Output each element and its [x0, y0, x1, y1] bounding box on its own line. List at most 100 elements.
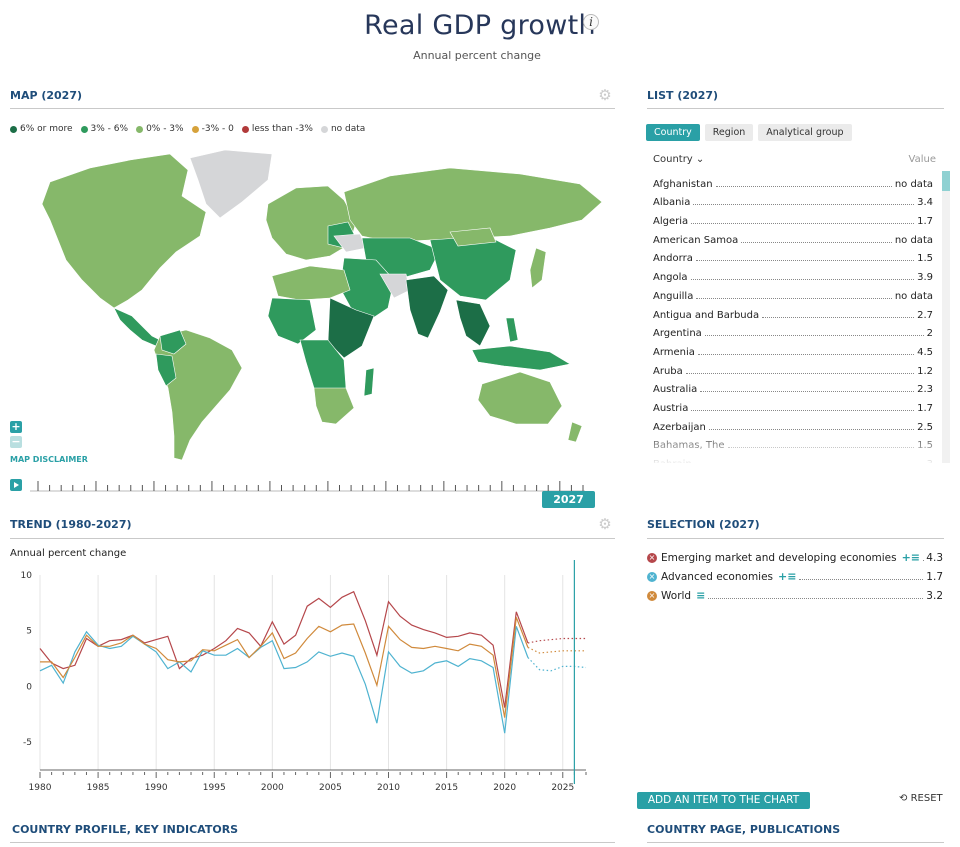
list-item-name: Aruba [653, 365, 683, 377]
list-item-leader [741, 241, 892, 243]
list-item-value: 1.5 [917, 253, 933, 265]
list-item-name: Azerbaijan [653, 421, 706, 433]
selection-item-menu-icon[interactable]: ≡ [696, 589, 706, 602]
list-item[interactable]: Angola 3.9 [653, 264, 933, 283]
play-icon[interactable] [10, 479, 22, 491]
list-item-name: Angola [653, 272, 688, 284]
list-item-leader [693, 204, 915, 206]
tab-region[interactable]: Region [704, 124, 754, 141]
list-scrollbar[interactable] [942, 171, 950, 463]
legend-item[interactable]: 0% - 3% [136, 124, 184, 134]
selection-item-value: 1.7 [926, 570, 943, 583]
chart-x-tick-label: 1995 [203, 783, 226, 793]
list-item[interactable]: Anguilla no data [653, 283, 933, 302]
map-settings-gear-icon[interactable]: ⚙ [598, 86, 612, 104]
map-region-southern-africa [313, 387, 355, 425]
list-item-name: Anguilla [653, 290, 694, 302]
selected-year-badge[interactable]: 2027 [542, 491, 595, 508]
remove-selection-icon[interactable]: × [647, 571, 657, 582]
world-map[interactable] [10, 140, 610, 470]
legend-swatch [241, 125, 249, 133]
chart-y-tick-label: 10 [21, 571, 33, 581]
add-item-button[interactable]: ADD AN ITEM TO THE CHART [637, 792, 810, 809]
list-item[interactable]: Austria 1.7 [653, 395, 933, 414]
selection-item-menu-icon[interactable]: +≡ [778, 570, 797, 583]
chart-series-projection [527, 657, 587, 672]
list-item[interactable]: Australia 2.3 [653, 377, 933, 396]
list-item[interactable]: Armenia 4.5 [653, 339, 933, 358]
map-region-peru [155, 353, 177, 387]
chart-series-projection [527, 637, 586, 644]
map-region-india [405, 275, 449, 339]
chart-x-tick-label: 1985 [87, 783, 110, 793]
map-disclaimer-link[interactable]: MAP DISCLAIMER [10, 455, 88, 464]
selection-divider [647, 538, 944, 539]
list-item-leader [697, 353, 915, 355]
chart-x-tick-label: 2020 [493, 783, 516, 793]
list-item-leader [696, 297, 892, 299]
list-item-value: 1.7 [917, 402, 933, 414]
list-item-leader [704, 335, 924, 337]
map-region-australia [477, 371, 563, 425]
info-icon[interactable]: i [583, 14, 599, 30]
country-column-label: Country [653, 154, 693, 165]
list-item[interactable]: Argentina 2 [653, 321, 933, 340]
map-zoom-out-button[interactable]: − [10, 435, 22, 448]
list-item[interactable]: Aruba 1.2 [653, 358, 933, 377]
list-item-value: 2.3 [917, 384, 933, 396]
list-item-name: Argentina [653, 328, 702, 340]
selection-item-menu-icon[interactable]: +≡ [901, 551, 921, 564]
year-slider-track[interactable] [30, 478, 590, 496]
map-zoom-in-button[interactable]: + [10, 420, 22, 433]
list-item-value: 2 [926, 328, 933, 340]
remove-selection-icon[interactable]: × [647, 590, 657, 601]
chart-y-axis-label: Annual percent change [10, 548, 127, 559]
list-item-leader [700, 391, 915, 393]
map-region-philippines [505, 317, 519, 343]
list-item[interactable]: Afghanistan no data [653, 171, 933, 190]
chart-x-tick-label: 2005 [319, 783, 342, 793]
list-item-value: 3.9 [917, 272, 933, 284]
chart-series-line [40, 617, 529, 718]
list-item-value: no data [894, 290, 933, 302]
legend-swatch [191, 125, 199, 133]
reset-button[interactable]: ⟲ RESET [899, 793, 943, 804]
legend-item[interactable]: 6% or more [10, 124, 73, 134]
year-slider[interactable] [10, 478, 590, 498]
legend-item[interactable]: no data [320, 124, 365, 134]
list-item-value: 1.2 [917, 365, 933, 377]
list-item[interactable]: Algeria 1.7 [653, 208, 933, 227]
list-item-leader [708, 428, 915, 430]
chart-series-projection [527, 646, 586, 654]
chart-x-tick-label: 2025 [551, 783, 574, 793]
list-scrollbar-thumb[interactable] [942, 171, 950, 191]
country-sort-button[interactable]: Country ⌄ [653, 154, 704, 165]
list-item[interactable]: Antigua and Barbuda 2.7 [653, 302, 933, 321]
list-divider [647, 108, 944, 109]
list-item[interactable]: Andorra 1.5 [653, 246, 933, 265]
list-header: Country ⌄ Value [653, 154, 936, 165]
legend-item[interactable]: -3% - 0 [191, 124, 234, 134]
legend-item[interactable]: less than -3% [241, 124, 313, 134]
map-region-north-america [41, 153, 207, 309]
tab-country[interactable]: Country [646, 124, 700, 141]
chart-y-tick-label: 5 [26, 627, 32, 637]
country-list[interactable]: Afghanistan no data Albania 3.4 Algeria 1.7 Am… [653, 171, 933, 463]
list-item[interactable]: Azerbaijan 2.5 [653, 414, 933, 433]
list-item-name: Australia [653, 384, 698, 396]
trend-chart[interactable]: 10 5 0 -5 1980 1985 1990 1995 2000 2005 2010 2015 20… [0, 560, 600, 800]
country-page-link[interactable]: COUNTRY PAGE, PUBLICATIONS [647, 823, 841, 836]
page-title: Real GDP growth [364, 10, 596, 41]
remove-selection-icon[interactable]: × [647, 552, 657, 563]
legend-item[interactable]: 3% - 6% [80, 124, 128, 134]
map-region-mongolia [449, 227, 497, 247]
list-item[interactable]: Albania 3.4 [653, 190, 933, 208]
country-profile-link[interactable]: COUNTRY PROFILE, KEY INDICATORS [12, 823, 239, 836]
chart-x-tick-label: 1990 [145, 783, 168, 793]
trend-settings-gear-icon[interactable]: ⚙ [598, 515, 612, 533]
map-region-southeast-asia [455, 299, 491, 347]
selection-item: × Advanced economies +≡ 1.7 [647, 567, 943, 586]
list-item-name: Armenia [653, 346, 695, 358]
list-item[interactable]: American Samoa no data [653, 227, 933, 246]
tab-analytical-group[interactable]: Analytical group [758, 124, 852, 141]
